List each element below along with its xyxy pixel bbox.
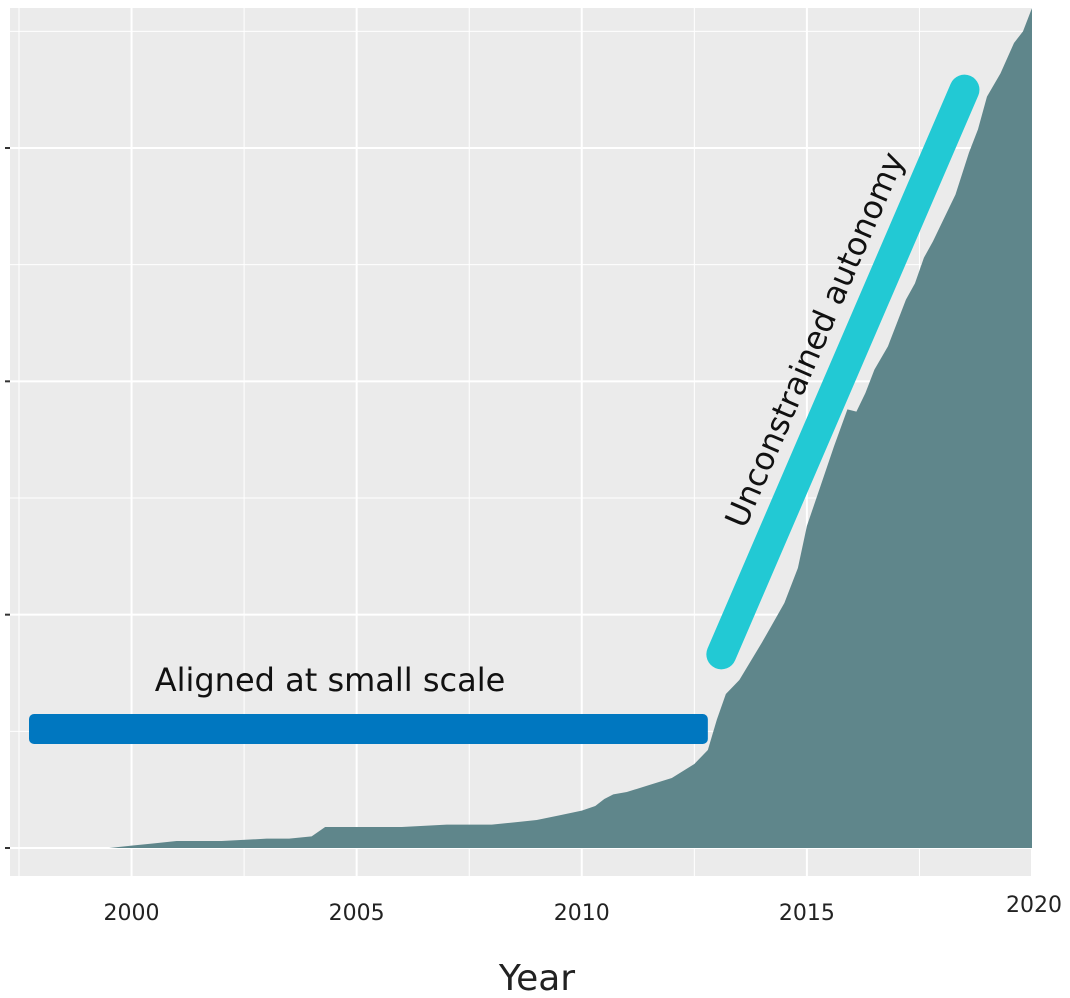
area-series [64,8,1032,848]
aligned-bar [29,714,708,744]
x-tick-label: 2015 [779,901,835,926]
x-axis-tick-labels: 2000 2005 2010 2015 2020 [104,893,1062,926]
x-tick-label: 2000 [104,901,160,926]
x-axis-title: Year [498,958,575,998]
x-tick-label: 2020 [1006,893,1062,918]
x-tick-label: 2010 [554,901,610,926]
y-axis-ticks [5,147,10,849]
x-tick-label: 2005 [329,901,385,926]
autonomy-bar [706,74,980,670]
aligned-label: Aligned at small scale [155,661,506,699]
